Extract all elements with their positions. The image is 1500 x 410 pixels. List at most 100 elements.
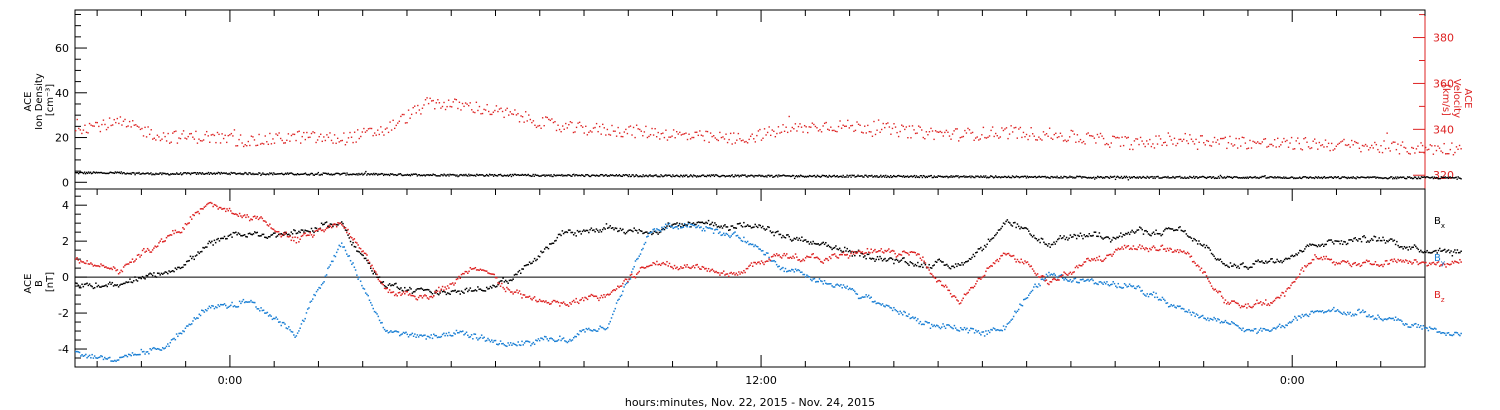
data-point: [280, 233, 282, 235]
data-point: [515, 114, 518, 116]
data-point: [1360, 150, 1362, 153]
data-point: [82, 261, 85, 263]
data-point: [831, 175, 833, 178]
data-point: [1183, 177, 1185, 179]
data-point: [1435, 149, 1438, 152]
data-point: [967, 176, 969, 178]
data-point: [906, 175, 909, 177]
data-point: [1137, 229, 1140, 231]
data-point: [929, 266, 932, 269]
data-point: [418, 109, 421, 111]
data-point: [141, 172, 143, 175]
data-point: [1353, 237, 1355, 240]
data-point: [859, 124, 861, 127]
data-point: [851, 174, 853, 176]
data-point: [415, 173, 418, 175]
data-point: [591, 330, 594, 332]
data-point: [867, 176, 869, 178]
data-point: [341, 173, 343, 175]
data-point: [484, 109, 487, 111]
data-point: [335, 225, 338, 228]
data-point: [1292, 148, 1294, 150]
data-point: [545, 174, 547, 176]
data-point: [946, 324, 948, 326]
data-point: [873, 120, 875, 123]
data-point: [711, 221, 714, 224]
data-point: [506, 107, 508, 110]
data-point: [1130, 231, 1132, 233]
data-point: [717, 225, 720, 228]
data-point: [1118, 137, 1120, 139]
data-point: [381, 321, 383, 324]
data-point: [1208, 319, 1210, 322]
data-point: [277, 230, 280, 233]
data-point: [928, 175, 931, 178]
data-point: [273, 172, 275, 174]
data-point: [559, 174, 561, 177]
data-point: [635, 258, 638, 261]
data-point: [1456, 178, 1458, 180]
data-point: [1379, 176, 1381, 179]
data-point: [477, 286, 479, 288]
data-point: [77, 351, 80, 353]
data-point: [1184, 176, 1186, 178]
data-point: [601, 296, 604, 299]
data-point: [375, 273, 377, 275]
data-point: [347, 228, 349, 231]
data-point: [1260, 176, 1262, 179]
data-point: [386, 174, 389, 176]
data-point: [887, 175, 889, 177]
data-point: [538, 255, 541, 258]
data-point: [1108, 177, 1111, 179]
data-point: [777, 266, 779, 268]
data-point: [645, 174, 647, 177]
data-point: [740, 224, 743, 227]
data-point: [765, 175, 767, 177]
data-point: [632, 230, 634, 233]
data-point: [170, 234, 173, 236]
data-point: [793, 128, 795, 130]
data-point: [709, 132, 712, 134]
data-point: [683, 174, 685, 177]
data-point: [943, 175, 945, 178]
data-point: [736, 174, 738, 177]
data-point: [554, 174, 556, 177]
data-point: [431, 293, 434, 295]
data-point: [723, 175, 726, 177]
data-point: [888, 258, 890, 260]
data-point: [1055, 176, 1057, 179]
data-point: [1006, 219, 1009, 221]
data-point: [1159, 177, 1161, 179]
data-point: [212, 205, 214, 208]
data-point: [1217, 175, 1220, 178]
data-point: [855, 292, 857, 295]
data-point: [634, 229, 637, 231]
data-point: [158, 348, 160, 350]
data-point: [716, 228, 719, 231]
data-point: [652, 175, 654, 178]
data-point: [925, 131, 928, 133]
data-point: [168, 234, 170, 237]
data-point: [575, 335, 577, 338]
data-point: [1371, 176, 1373, 179]
data-point: [681, 226, 683, 229]
data-point: [1000, 227, 1002, 230]
data-point: [1005, 220, 1007, 223]
data-point: [162, 172, 164, 174]
data-point: [1220, 176, 1223, 178]
data-point: [1218, 143, 1220, 145]
data-point: [340, 223, 343, 226]
data-point: [1072, 177, 1074, 179]
data-point: [349, 236, 352, 238]
data-point: [845, 176, 847, 178]
data-point: [710, 174, 713, 176]
data-point: [159, 172, 161, 174]
data-point: [1432, 250, 1435, 253]
data-point: [1382, 319, 1384, 322]
data-point: [1161, 233, 1164, 236]
data-point: [1146, 230, 1149, 233]
data-point: [1201, 135, 1203, 137]
data-point: [675, 226, 677, 228]
data-point: [488, 339, 490, 341]
data-point: [185, 260, 188, 263]
